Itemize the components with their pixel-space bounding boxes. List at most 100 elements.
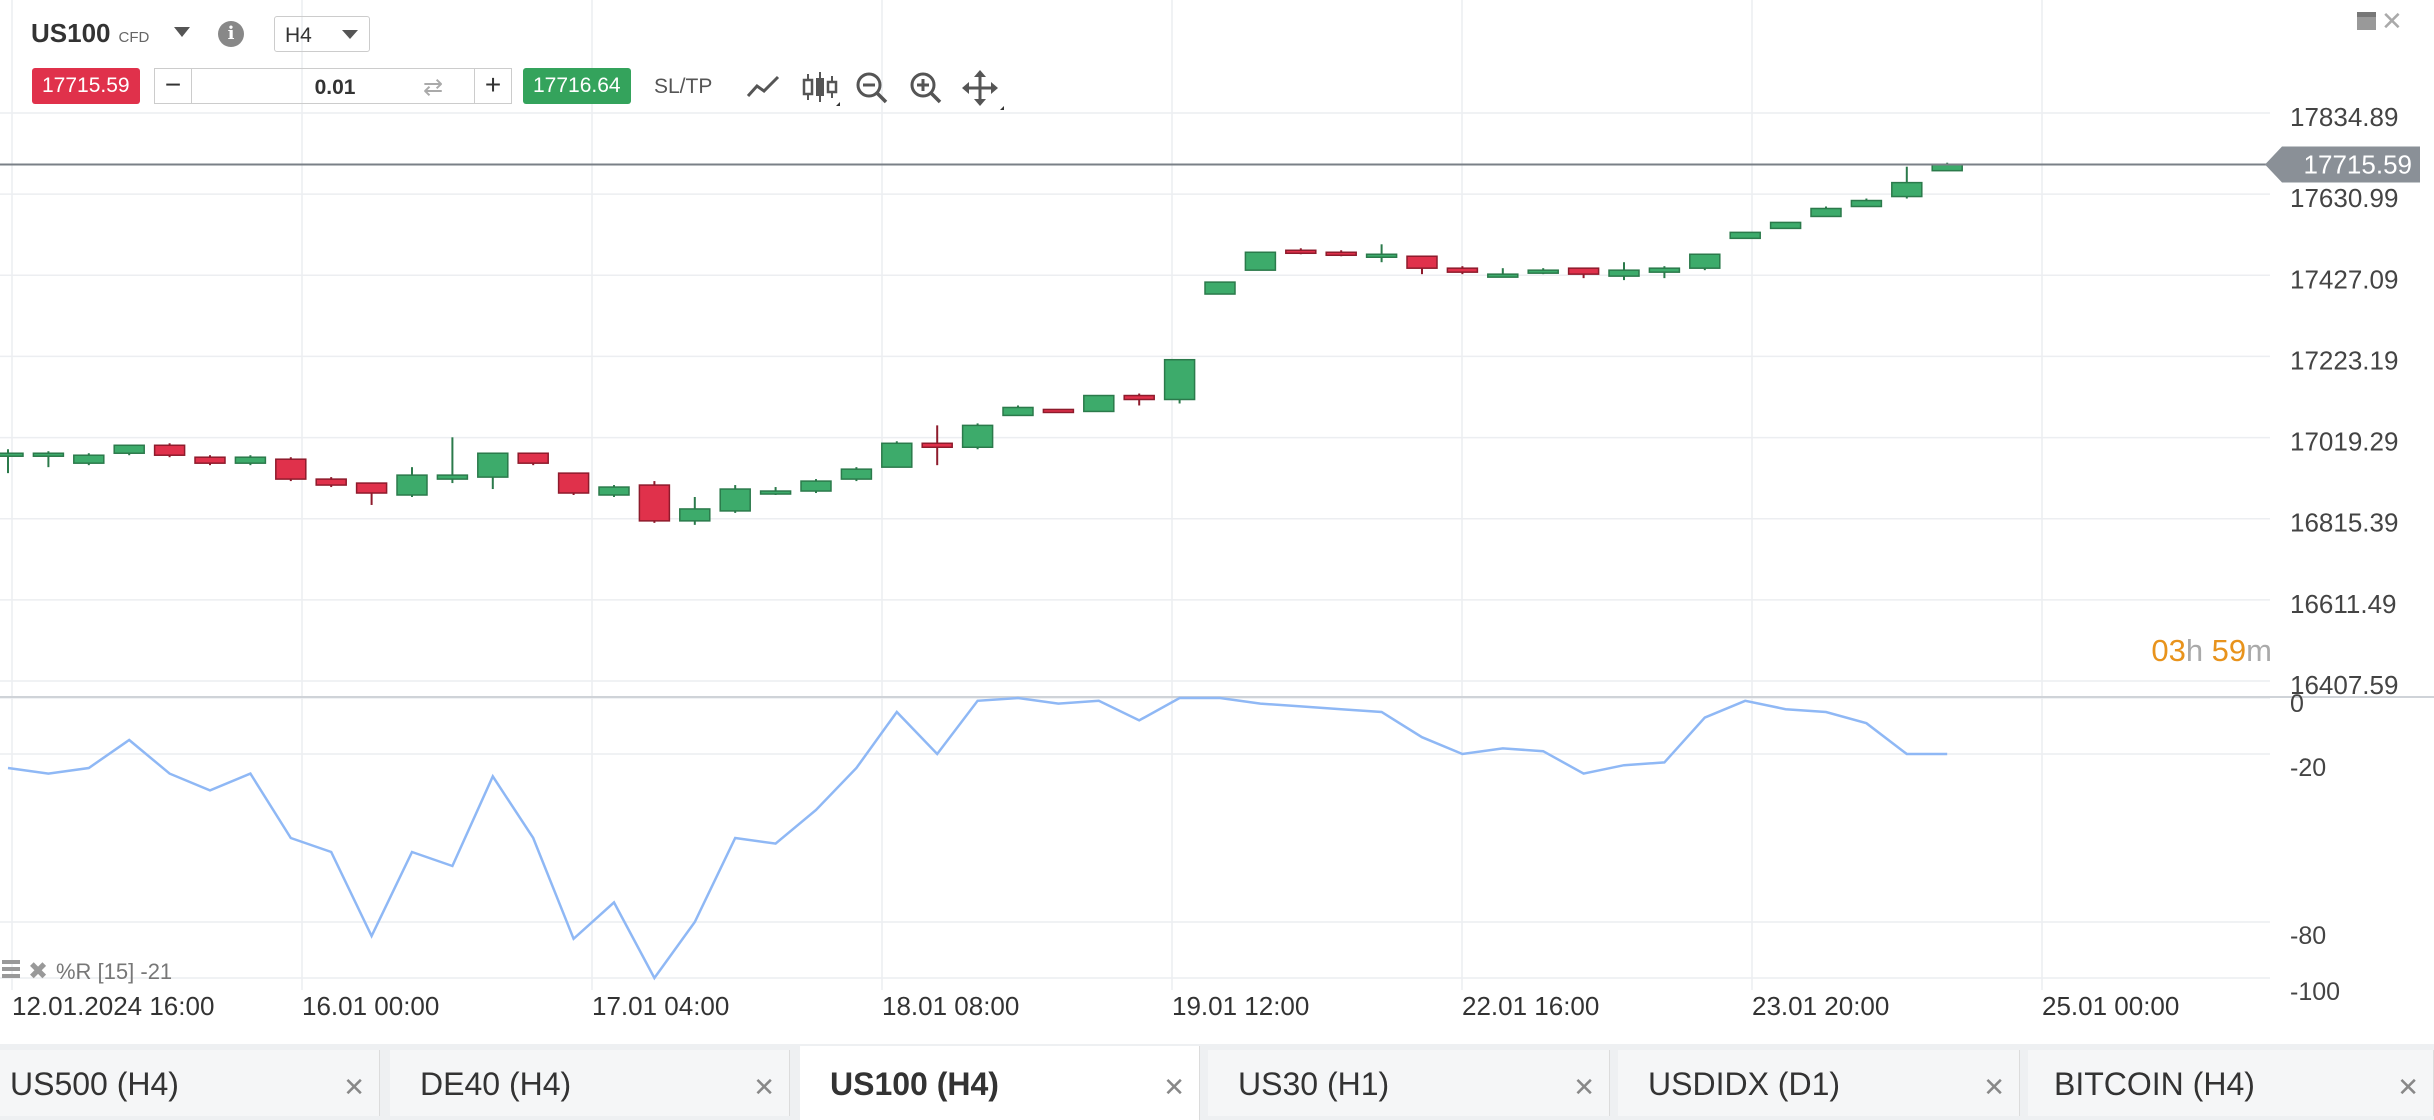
indicator-axis-label: 0 [2290, 690, 2304, 718]
chart-type-icon[interactable] [800, 70, 840, 110]
price-axis-label: 17019.29 [2290, 427, 2398, 457]
sell-price-button[interactable]: 17715.59 [32, 68, 140, 104]
candle-body [194, 456, 226, 464]
bearish-candle [1123, 393, 1155, 406]
candle-body [638, 484, 671, 522]
bearish-candle [517, 452, 549, 466]
close-icon[interactable]: ✕ [1573, 1072, 1595, 1102]
candle-body [73, 454, 105, 464]
candle-body [598, 486, 630, 496]
bearish-candle [315, 477, 347, 488]
close-icon[interactable]: ✕ [2381, 6, 2403, 36]
candle-body [1285, 249, 1317, 255]
sltp-button[interactable]: SL/TP [654, 75, 713, 98]
candle-body [881, 442, 913, 468]
volume-stepper: − 0.01 ⇄ + [154, 68, 512, 104]
bullish-candle [1689, 253, 1721, 271]
bullish-candle [1204, 281, 1236, 295]
volume-decrease-button[interactable]: − [155, 69, 192, 103]
timeframe-select[interactable]: H4 [274, 16, 370, 52]
tab-label: DE40 (H4) [420, 1066, 572, 1102]
zoom-in-icon[interactable] [908, 70, 944, 106]
bullish-candle [598, 485, 630, 498]
close-icon[interactable]: ✕ [1163, 1072, 1185, 1102]
tab-us30[interactable]: US30 (H1) ✕ [1208, 1050, 1610, 1116]
indicator-axis-label: -80 [2290, 922, 2326, 950]
volume-input[interactable]: 0.01 [314, 76, 356, 99]
tab-label: BITCOIN (H4) [2054, 1066, 2255, 1102]
indicator-legend: ✖ %R [15] -21 [2, 957, 172, 985]
info-icon[interactable]: i [218, 21, 244, 47]
candle-body [234, 456, 267, 464]
volume-increase-button[interactable]: + [474, 69, 511, 103]
price-axis-label: 16611.49 [2290, 589, 2397, 619]
price-axis-label: 16815.39 [2290, 508, 2398, 538]
candle-body [759, 490, 792, 495]
candle-body [517, 452, 549, 464]
bullish-candle [477, 452, 509, 490]
symbol-dropdown-icon[interactable] [174, 27, 190, 37]
candle-body [477, 452, 509, 478]
candle-body [1810, 207, 1842, 218]
candle-body [1689, 253, 1721, 269]
time-axis-label: 16.01 00:00 [302, 991, 439, 1021]
bullish-candle [961, 423, 994, 450]
bearish-candle [1042, 408, 1075, 414]
time-axis-label: 25.01 00:00 [2042, 991, 2179, 1021]
candle-body [113, 444, 145, 454]
chevron-down-icon [342, 30, 358, 39]
price-axis-label: 17223.19 [2290, 345, 2398, 375]
tab-us500[interactable]: US500 (H4) ✕ [0, 1050, 380, 1116]
bullish-candle [800, 479, 832, 494]
symbol-name[interactable]: US100 CFD [31, 18, 150, 48]
bullish-candle [1891, 166, 1923, 199]
indicator-axis-label: -20 [2290, 754, 2326, 782]
drawing-tools-icon[interactable] [744, 70, 782, 104]
candle-body [1083, 394, 1115, 413]
zoom-out-icon[interactable] [854, 70, 890, 106]
candle-body [1891, 181, 1923, 198]
minimize-icon[interactable] [2357, 12, 2376, 30]
indicator-axis-label: -100 [2290, 978, 2340, 1006]
candle-body [1244, 251, 1277, 271]
bearish-candle [1285, 248, 1317, 255]
bullish-candle [1163, 358, 1196, 404]
candle-body [153, 444, 186, 456]
remove-indicator-icon: ✖ [28, 957, 48, 985]
close-icon[interactable]: ✕ [343, 1072, 365, 1102]
bullish-candle [1729, 231, 1761, 240]
candle-body [1163, 358, 1196, 401]
tab-bitcoin[interactable]: BITCOIN (H4) ✕ [2028, 1050, 2434, 1116]
swap-icon[interactable]: ⇄ [423, 74, 444, 101]
close-icon[interactable]: ✕ [2397, 1072, 2419, 1102]
tab-label: US500 (H4) [10, 1066, 179, 1102]
candle-body [557, 472, 590, 494]
candle-body [1325, 251, 1357, 257]
bullish-candle [1083, 394, 1115, 413]
bearish-candle [921, 425, 953, 466]
symbol-type: CFD [118, 29, 150, 46]
tab-us100[interactable]: US100 (H4) ✕ [800, 1046, 1200, 1120]
candle-body [32, 452, 65, 457]
bullish-candle [1810, 206, 1842, 218]
bearish-candle [194, 455, 226, 466]
candle-body [1608, 269, 1640, 277]
candle-body [679, 508, 711, 522]
close-icon[interactable]: ✕ [753, 1072, 775, 1102]
crosshair-move-icon[interactable] [962, 70, 1004, 112]
candle-body [396, 474, 428, 496]
candle-body [1648, 267, 1681, 273]
bullish-candle [1244, 251, 1277, 271]
tab-de40[interactable]: DE40 (H4) ✕ [390, 1050, 790, 1116]
close-icon[interactable]: ✕ [1983, 1072, 2005, 1102]
price-chart[interactable]: 17715.59 17834.89 17630.99 17427.09 17223.19… [0, 0, 2434, 1044]
tab-usdidx[interactable]: USDIDX (D1) ✕ [1618, 1050, 2020, 1116]
bullish-candle [1527, 268, 1559, 275]
time-axis-label: 19.01 12:00 [1172, 991, 1309, 1021]
candle-body [800, 480, 832, 492]
candle-body [1487, 273, 1519, 278]
buy-price-button[interactable]: 17716.64 [523, 68, 631, 104]
candle-body [1769, 221, 1802, 230]
candle-body [840, 468, 873, 480]
menu-icon [2, 960, 20, 964]
